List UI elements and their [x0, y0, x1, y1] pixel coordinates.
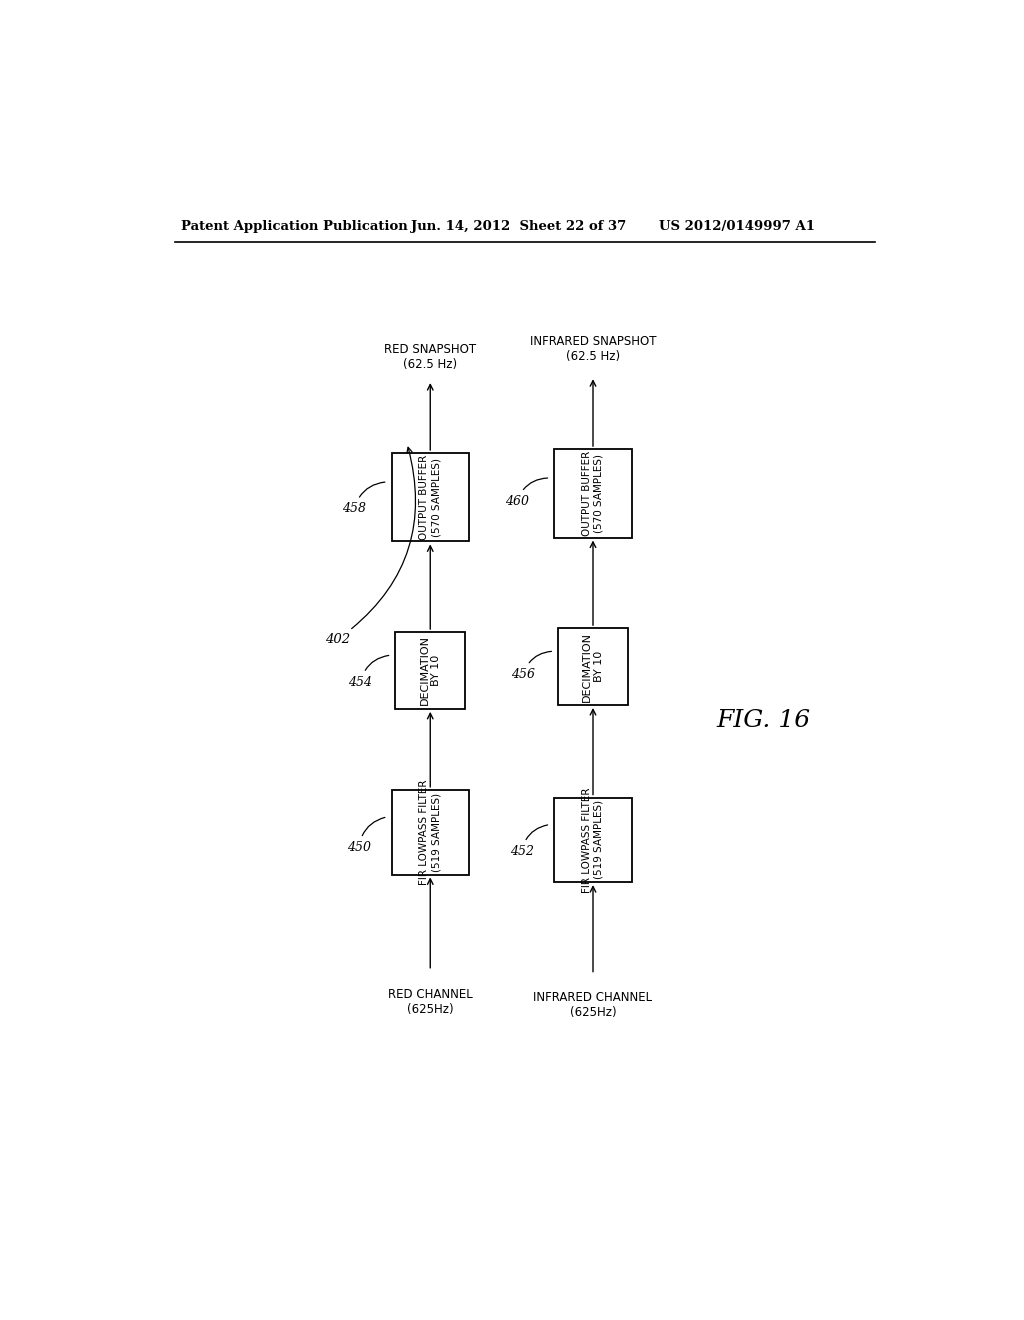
Text: FIR LOWPASS FILTER
(519 SAMPLES): FIR LOWPASS FILTER (519 SAMPLES): [583, 787, 604, 892]
Bar: [554, 797, 632, 882]
Text: 452: 452: [510, 825, 548, 858]
Text: 458: 458: [342, 482, 385, 515]
Text: US 2012/0149997 A1: US 2012/0149997 A1: [658, 219, 815, 232]
Text: 456: 456: [511, 651, 552, 681]
Text: RED CHANNEL
(625Hz): RED CHANNEL (625Hz): [388, 987, 473, 1015]
Bar: [554, 449, 632, 537]
Text: DECIMATION
BY 10: DECIMATION BY 10: [583, 631, 604, 702]
Text: 460: 460: [505, 478, 548, 508]
Bar: [391, 789, 469, 875]
Text: 454: 454: [348, 656, 389, 689]
Text: INFRARED CHANNEL
(625Hz): INFRARED CHANNEL (625Hz): [534, 991, 652, 1019]
Text: RED SNAPSHOT
(62.5 Hz): RED SNAPSHOT (62.5 Hz): [384, 343, 476, 371]
Text: OUTPUT BUFFER
(570 SAMPLES): OUTPUT BUFFER (570 SAMPLES): [420, 454, 441, 540]
Bar: [558, 628, 628, 705]
Text: 450: 450: [347, 817, 385, 854]
Text: Patent Application Publication: Patent Application Publication: [180, 219, 408, 232]
Text: Jun. 14, 2012  Sheet 22 of 37: Jun. 14, 2012 Sheet 22 of 37: [411, 219, 626, 232]
Text: FIR LOWPASS FILTER
(519 SAMPLES): FIR LOWPASS FILTER (519 SAMPLES): [420, 779, 441, 884]
Bar: [391, 453, 469, 541]
Bar: [395, 632, 465, 709]
Text: OUTPUT BUFFER
(570 SAMPLES): OUTPUT BUFFER (570 SAMPLES): [583, 450, 604, 536]
Text: DECIMATION
BY 10: DECIMATION BY 10: [420, 635, 441, 705]
Text: FIG. 16: FIG. 16: [717, 709, 811, 733]
Text: 402: 402: [325, 447, 416, 647]
Text: INFRARED SNAPSHOT
(62.5 Hz): INFRARED SNAPSHOT (62.5 Hz): [529, 335, 656, 363]
